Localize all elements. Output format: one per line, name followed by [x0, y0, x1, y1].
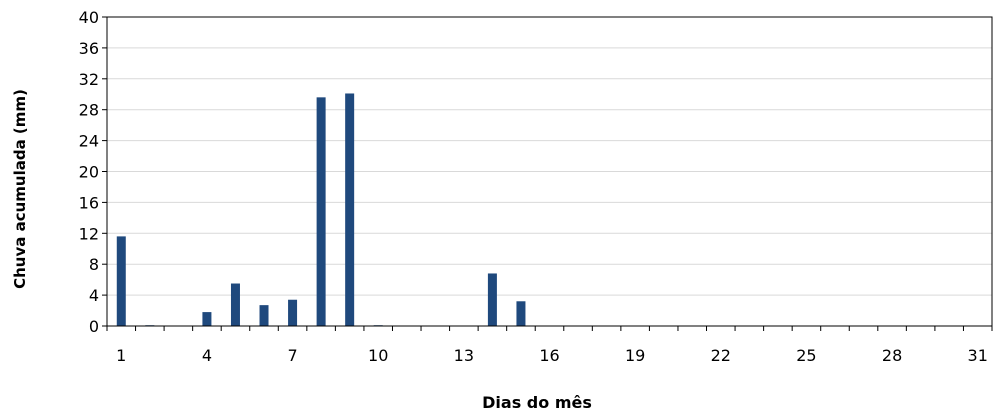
x-tick-label: 19	[625, 346, 645, 365]
axes	[102, 16, 993, 331]
bar-day-6	[259, 305, 269, 326]
bar-day-9	[345, 93, 355, 326]
y-tick-label: 36	[79, 39, 99, 58]
bars	[116, 93, 526, 326]
x-tick-label: 31	[968, 346, 988, 365]
y-tick-label: 32	[79, 70, 99, 89]
x-tick-label: 28	[882, 346, 902, 365]
x-tick-label: 10	[368, 346, 388, 365]
x-tick-label: 1	[116, 346, 126, 365]
x-tick-label: 13	[454, 346, 474, 365]
x-tick-label: 16	[539, 346, 559, 365]
x-tick-label: 4	[202, 346, 212, 365]
y-axis-title: Chuva acumulada (mm)	[11, 89, 29, 289]
y-tick-label: 16	[79, 193, 99, 212]
y-tick-label: 8	[89, 255, 99, 274]
x-tick-label: 22	[711, 346, 731, 365]
x-tick-labels: 1 4 7 10 13 16 19 22 25 28 31	[116, 346, 988, 365]
y-tick-label: 40	[79, 8, 99, 27]
bar-day-1	[116, 236, 126, 326]
y-tick-labels: 0 4 8 12 16 20 24 28 32 36 40	[79, 8, 99, 336]
y-tick-label: 4	[89, 286, 99, 305]
y-tick-label: 24	[79, 132, 99, 151]
bar-day-14	[487, 273, 497, 326]
y-tick-label: 28	[79, 101, 99, 120]
y-tick-label: 20	[79, 163, 99, 182]
gridlines	[107, 16, 992, 296]
y-tick-label: 0	[89, 317, 99, 336]
bar-day-7	[288, 299, 298, 326]
bar-day-8	[316, 97, 326, 326]
bar-day-4	[202, 312, 212, 326]
x-tick-label: 25	[796, 346, 816, 365]
y-tick-label: 12	[79, 224, 99, 243]
x-axis-title: Dias do mês	[482, 393, 592, 412]
bar-day-5	[230, 283, 240, 326]
bar-day-15	[516, 301, 526, 326]
x-tick-label: 7	[287, 346, 297, 365]
